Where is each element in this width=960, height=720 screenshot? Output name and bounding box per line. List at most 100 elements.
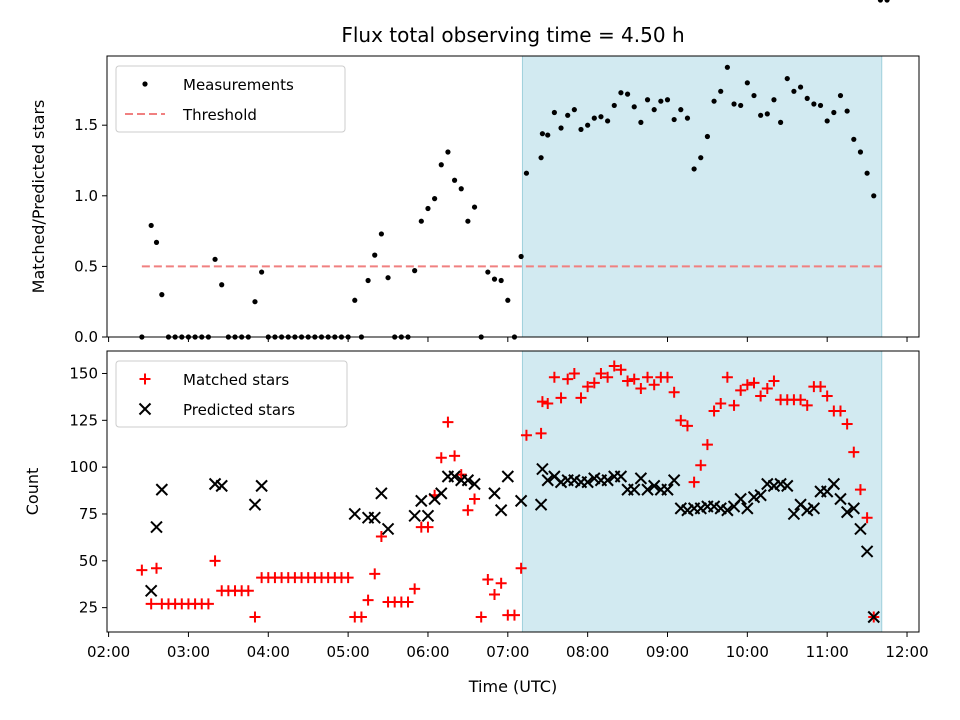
data-point (860, 545, 874, 558)
legend: Matched stars Predicted stars (115, 360, 348, 428)
data-point (668, 386, 680, 398)
legend-marker (139, 373, 151, 385)
data-point (840, 505, 854, 519)
data-point (791, 88, 797, 94)
data-point (545, 132, 551, 138)
data-point (508, 609, 520, 621)
x-tick-label: 05:00 (327, 643, 370, 661)
data-point (715, 397, 727, 409)
data-point (834, 492, 847, 506)
data-point (136, 564, 148, 576)
bottom-panel: 25 50 75 100 125 150 02:00 03:00 04:00 05:00 06:00… (23, 351, 929, 661)
data-point (857, 149, 864, 155)
legend-label: Threshold (182, 106, 257, 124)
data-point (595, 367, 607, 379)
y-tick-label: 25 (79, 599, 98, 617)
data-point (724, 64, 730, 70)
data-point (501, 470, 515, 483)
legend: Measurements Threshold (115, 65, 346, 133)
axes-frame (106, 350, 920, 633)
x-tick-label: 02:00 (87, 643, 130, 661)
data-point (721, 504, 734, 517)
data-point (642, 371, 654, 383)
data-point (661, 483, 674, 496)
observing-window-shade (522, 56, 882, 337)
y-tick-label: 125 (69, 411, 98, 429)
data-point (827, 477, 841, 491)
data-point (582, 381, 594, 393)
data-point (864, 170, 870, 176)
data-point (671, 116, 677, 123)
data-point (797, 84, 804, 90)
data-point (555, 392, 567, 404)
data-point (661, 371, 673, 383)
data-point (409, 583, 421, 595)
data-point (505, 297, 511, 303)
data-point (854, 484, 866, 496)
data-point (541, 474, 554, 487)
legend-label: Predicted stars (183, 401, 295, 419)
data-point (807, 502, 821, 515)
data-point (581, 475, 594, 489)
data-point (520, 429, 532, 441)
data-point (144, 584, 158, 597)
data-point (412, 268, 418, 274)
data-point (698, 155, 704, 161)
data-point (348, 507, 361, 521)
data-point (804, 95, 810, 101)
data-point (448, 470, 461, 483)
data-point (355, 611, 367, 623)
data-point (884, 0, 890, 3)
data-point (675, 414, 687, 426)
data-point (495, 577, 507, 589)
data-point (498, 277, 504, 284)
data-point (854, 522, 867, 536)
data-point (664, 97, 671, 103)
data-point (647, 479, 661, 493)
data-point (615, 364, 627, 376)
data-point (614, 470, 628, 483)
data-point (867, 610, 880, 624)
legend-marker (138, 402, 152, 416)
data-point (445, 149, 451, 155)
data-point (482, 574, 494, 586)
data-point (451, 177, 458, 183)
data-point (768, 375, 780, 387)
data-point (242, 585, 254, 597)
data-point (608, 360, 620, 372)
y-tick-label: 75 (79, 505, 98, 523)
data-point (542, 397, 554, 409)
data-point (578, 126, 584, 133)
data-point (635, 382, 647, 394)
data-point (422, 521, 434, 533)
data-point (558, 125, 564, 131)
data-point (851, 136, 857, 142)
data-point (421, 509, 435, 523)
y-tick-label: 1.5 (74, 116, 98, 134)
data-point (571, 107, 577, 113)
data-point (523, 170, 530, 176)
data-point (591, 115, 597, 121)
y-tick-label: 0.0 (74, 328, 98, 346)
data-point (751, 92, 757, 99)
data-point (871, 193, 877, 199)
data-point (462, 504, 474, 516)
data-point (602, 371, 614, 383)
data-point (381, 522, 395, 536)
data-point (817, 102, 824, 109)
data-point (535, 427, 547, 439)
data-point (611, 102, 617, 109)
data-point (432, 196, 438, 202)
data-point (684, 115, 691, 121)
data-point (721, 371, 733, 383)
data-point (415, 494, 428, 508)
y-tick-label: 1.0 (74, 187, 98, 205)
data-point (588, 377, 600, 389)
data-point (458, 186, 464, 192)
data-point (259, 269, 265, 275)
data-point (618, 90, 624, 96)
data-point (738, 102, 744, 109)
data-point (536, 396, 548, 408)
data-point (741, 502, 754, 515)
data-point (538, 155, 544, 161)
